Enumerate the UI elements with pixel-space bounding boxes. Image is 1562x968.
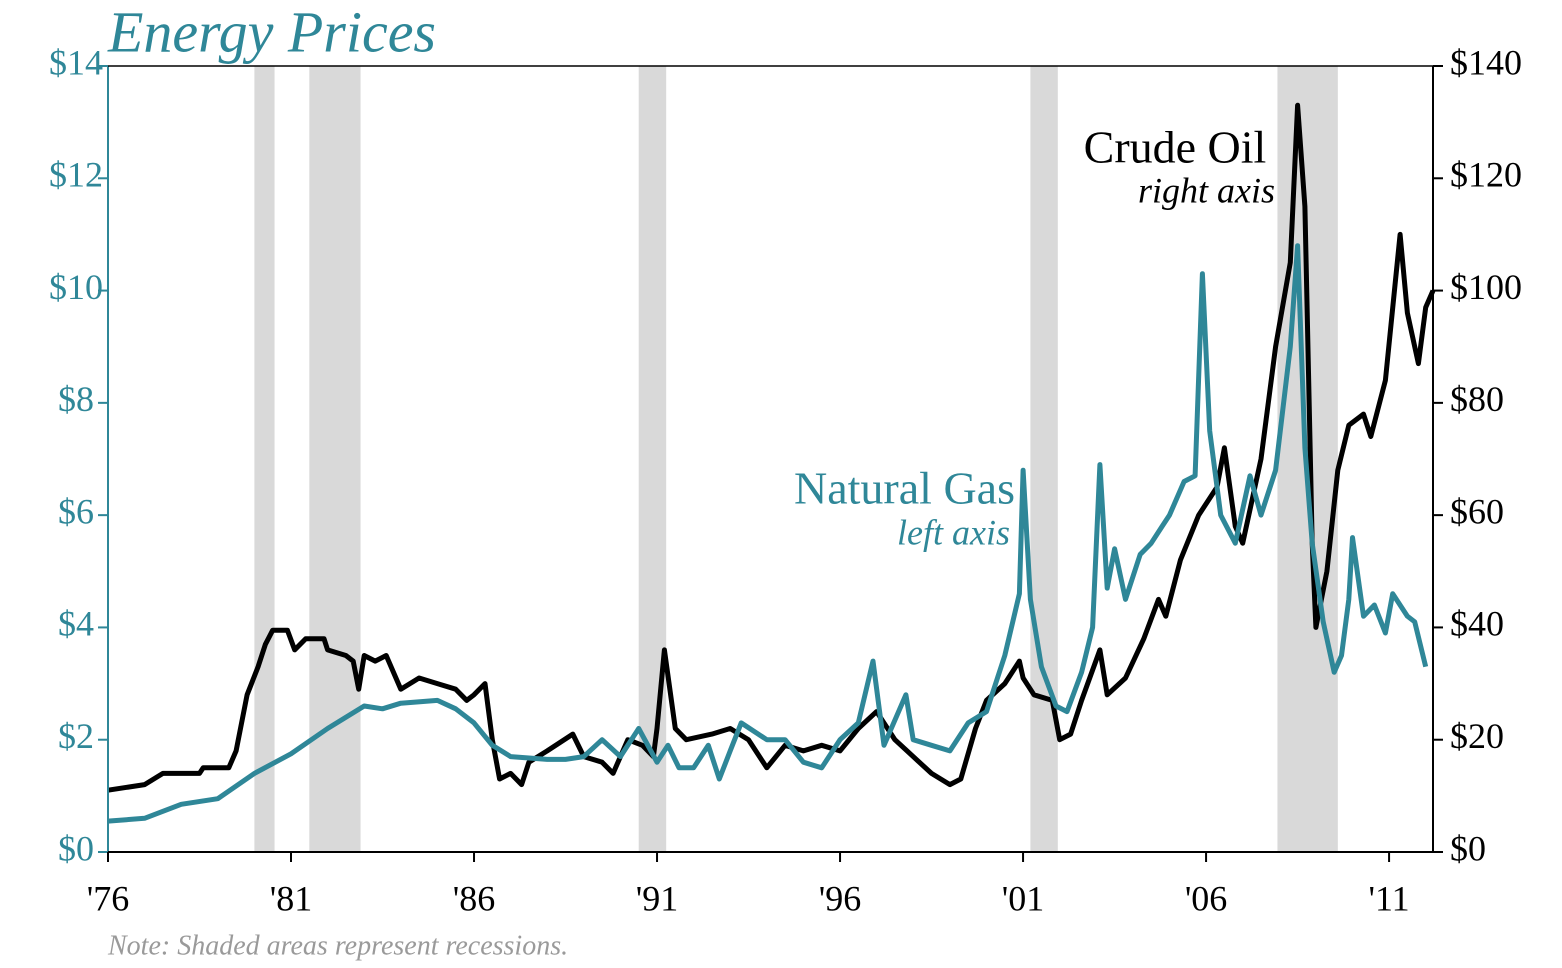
y2-tick-label: $20 — [1450, 716, 1504, 756]
x-tick-label: '06 — [1185, 878, 1228, 918]
annotation-sub: left axis — [897, 512, 1010, 552]
series-line — [107, 243, 1429, 824]
annotation: Crude Oil — [1084, 122, 1267, 173]
recession-band — [254, 66, 275, 852]
axis-layer: $0 $2 $4 $6 $8 $10 $12 $14 $0 $20 $40 $60 $80 $100 $12… — [49, 42, 1522, 918]
line-layer — [107, 102, 1436, 824]
y-tick-label: $4 — [58, 604, 94, 644]
y2-tick-label: $120 — [1450, 155, 1522, 195]
x-tick-label: '01 — [1002, 878, 1045, 918]
x-tick-label: '96 — [819, 878, 862, 918]
x-tick-label: '81 — [270, 878, 313, 918]
recession-band — [309, 66, 361, 852]
annotation-sub: right axis — [1138, 170, 1275, 210]
recession-band — [1030, 66, 1058, 852]
y2-tick-label: $40 — [1450, 604, 1504, 644]
note: Note: Shaded areas represent recessions. — [107, 930, 568, 961]
y2-tick-label: $80 — [1450, 379, 1504, 419]
y-tick-label: $12 — [49, 155, 103, 195]
y-tick-label: $10 — [49, 267, 103, 307]
recession-band — [638, 66, 667, 852]
annotation: Natural Gas — [794, 463, 1015, 514]
y-tick-label: $14 — [49, 42, 103, 82]
y-tick-label: $0 — [58, 828, 94, 868]
y-tick-label: $6 — [58, 491, 94, 531]
x-tick-label: '91 — [636, 878, 679, 918]
x-tick-label: '86 — [453, 878, 496, 918]
series-line — [107, 102, 1436, 793]
recession-layer — [254, 66, 1338, 852]
x-tick-label: '76 — [87, 878, 130, 918]
y2-tick-label: $0 — [1450, 828, 1486, 868]
y2-tick-label: $100 — [1450, 267, 1522, 307]
chart-title: Energy Prices — [107, 0, 436, 64]
y2-tick-label: $60 — [1450, 491, 1504, 531]
x-tick-label: '11 — [1368, 878, 1409, 918]
y-tick-label: $2 — [58, 716, 94, 756]
y2-tick-label: $140 — [1450, 42, 1522, 82]
y-tick-label: $8 — [58, 379, 94, 419]
